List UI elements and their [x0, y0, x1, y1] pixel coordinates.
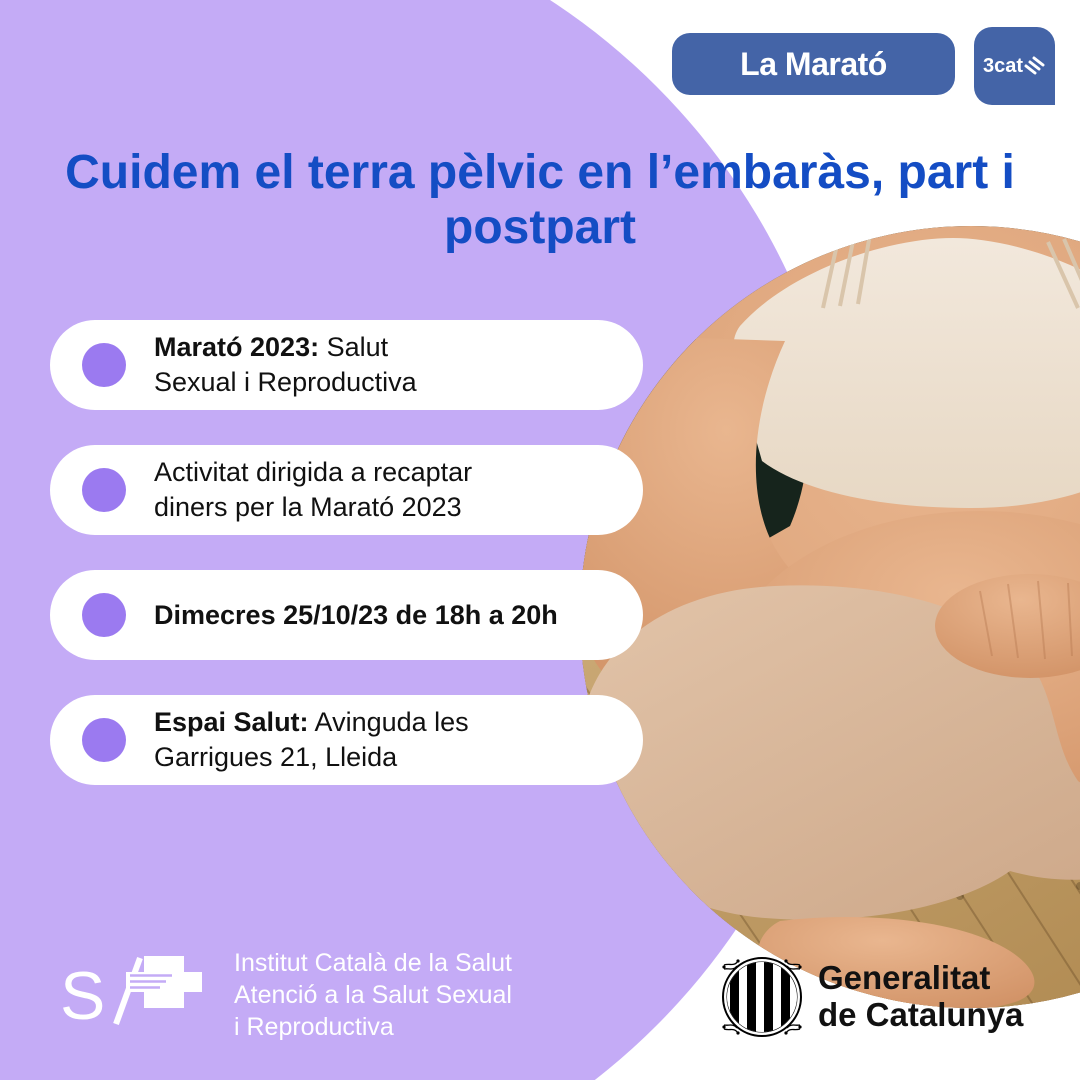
- svg-text:3cat: 3cat: [983, 55, 1023, 77]
- svg-text:S: S: [60, 958, 105, 1034]
